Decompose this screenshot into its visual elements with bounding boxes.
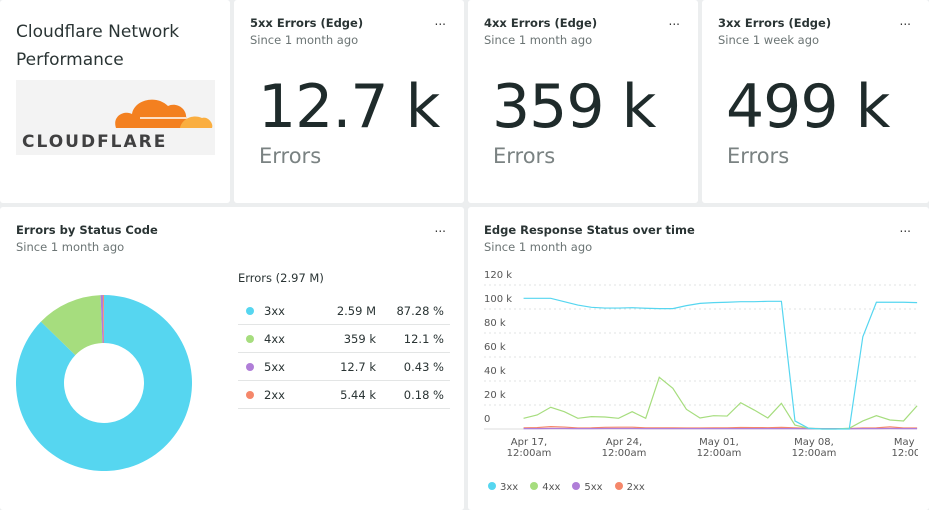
series-dot-icon [246,334,254,343]
x-tick-label: Apr 17, [511,437,547,448]
svg-text:CLOUDFLARE: CLOUDFLARE [22,132,167,152]
card-menu-button[interactable]: ... [899,221,911,235]
card-menu-button[interactable]: ... [668,14,680,28]
billboard-title: 5xx Errors (Edge) [250,16,364,30]
series-dot-icon [246,306,254,315]
status-name: 2xx [264,387,285,402]
status-value: 359 k [343,331,376,346]
series-line-4xx[interactable] [523,376,918,430]
table-row[interactable]: 5xx 12.7 k 0.43 % [238,353,450,381]
x-tick-label: May 1 [894,437,924,448]
billboard-title: 3xx Errors (Edge) [718,16,832,30]
donut-slice-5xx[interactable] [100,295,104,344]
series-dot-icon [246,362,254,371]
pie-since: Since 1 month ago [16,240,125,254]
chart-clip [918,260,929,470]
status-value: 2.59 M [336,303,376,318]
status-pct: 87.28 % [396,303,444,318]
card-menu-button[interactable]: ... [434,14,446,28]
x-tick-label: 12:00am [697,448,742,459]
y-tick-label: 60 k [484,342,506,353]
x-tick-label: 12:00am [792,448,837,459]
chart-since: Since 1 month ago [484,240,593,254]
billboard-title: 4xx Errors (Edge) [484,16,598,30]
donut-chart [15,295,192,471]
billboard-unit: Errors [727,144,790,168]
legend-item-2xx[interactable]: 2xx [614,482,645,493]
legend-dot-icon [488,482,496,490]
status-pct: 0.43 % [403,359,444,374]
billboard-since: Since 1 month ago [250,33,359,47]
y-tick-label: 120 k [484,270,512,281]
table-row[interactable]: 2xx 5.44 k 0.18 % [238,381,450,409]
table-total: Errors (2.97 M) [238,271,324,285]
y-tick-label: 100 k [484,294,512,305]
donut-slice-3xx[interactable] [15,295,192,471]
donut-slice-4xx[interactable] [40,295,103,356]
legend-item-4xx[interactable]: 4xx [530,482,560,493]
x-tick-label: 12:00a [891,448,926,459]
card-menu-button[interactable]: ... [434,221,446,235]
legend-dot-icon [572,482,581,490]
billboard-card: 3xx Errors (Edge) Since 1 week ago ... 4… [702,0,929,203]
legend-label: 4xx [542,482,561,493]
status-value: 5.44 k [340,387,376,402]
billboard-since: Since 1 month ago [484,33,593,47]
series-line-3xx[interactable] [523,297,918,430]
y-tick-label: 40 k [484,366,506,377]
x-tick-label: Apr 24, [606,437,642,448]
table-row[interactable]: 3xx 2.59 M 87.28 % [238,297,450,325]
dashboard-title: Cloudflare Network Performance [16,22,180,70]
y-tick-label: 0 [484,414,490,425]
errors-by-status-card: Errors by Status Code Since 1 month ago … [0,207,464,510]
status-pct: 12.1 % [403,331,444,346]
billboard-value: 499 k [726,72,890,142]
billboard-unit: Errors [259,144,322,168]
billboard-value: 359 k [492,72,656,142]
legend-label: 3xx [500,482,519,493]
billboard-unit: Errors [493,144,556,168]
donut-slice-2xx[interactable] [102,295,104,344]
billboard-card: 5xx Errors (Edge) Since 1 month ago ... … [234,0,464,203]
x-tick-label: 12:00am [602,448,647,459]
table-row[interactable]: 4xx 359 k 12.1 % [238,325,450,353]
status-pct: 0.18 % [403,387,444,402]
legend-item-5xx[interactable]: 5xx [572,482,603,493]
x-tick-label: May 01, [699,437,739,448]
status-value: 12.7 k [340,359,376,374]
billboard-since: Since 1 week ago [718,33,820,47]
status-name: 3xx [264,303,285,318]
legend-item-3xx[interactable]: 3xx [488,482,518,493]
y-tick-label: 20 k [484,390,506,401]
x-tick-label: 12:00am [507,448,552,459]
title-card: Cloudflare Network Performance CLOUDFLAR… [0,0,230,203]
billboard-value: 12.7 k [258,72,440,142]
billboard-card: 4xx Errors (Edge) Since 1 month ago ... … [468,0,698,203]
chart-title: Edge Response Status over time [484,223,695,237]
legend-dot-icon [614,482,623,490]
x-tick-label: May 08, [794,437,834,448]
status-name: 4xx [264,331,285,346]
y-tick-label: 80 k [484,318,506,329]
chart-legend: 3xx 4xx 5xx 2xx [488,482,645,493]
legend-dot-icon [530,482,539,490]
edge-response-card: Edge Response Status over time Since 1 m… [468,207,929,510]
pie-title: Errors by Status Code [16,223,158,237]
legend-label: 2xx [626,482,645,493]
status-name: 5xx [264,359,285,374]
card-menu-button[interactable]: ... [899,14,911,28]
status-table: Errors (2.97 M) 3xx 2.59 M 87.28 % 4xx 3… [238,267,450,409]
legend-label: 5xx [584,482,603,493]
series-dot-icon [246,390,254,399]
cloudflare-logo: CLOUDFLARE [16,80,215,155]
